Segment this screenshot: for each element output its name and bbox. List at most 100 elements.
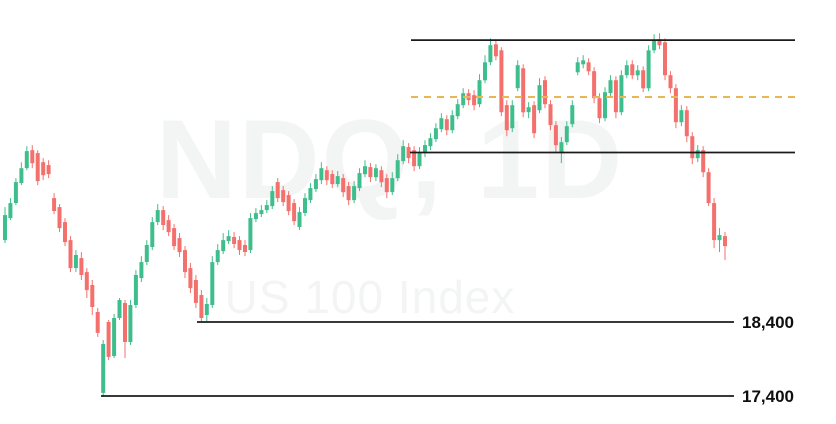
candle xyxy=(439,113,444,133)
candle xyxy=(635,65,640,81)
candle xyxy=(679,105,684,127)
candle xyxy=(346,182,351,206)
candle xyxy=(52,193,57,215)
candle xyxy=(313,174,318,193)
candle xyxy=(79,252,84,280)
candle-body xyxy=(712,203,717,241)
candle-body xyxy=(526,107,531,113)
candle xyxy=(155,204,160,226)
candle-body xyxy=(215,250,220,263)
candle xyxy=(390,172,395,196)
candle xyxy=(652,34,657,54)
candle xyxy=(450,110,455,134)
candle xyxy=(297,207,302,231)
candle xyxy=(548,100,553,131)
candle-body xyxy=(123,303,127,342)
candle xyxy=(455,99,460,120)
candle-body xyxy=(172,228,177,247)
candle xyxy=(13,178,18,206)
candle xyxy=(123,300,127,358)
candle-body xyxy=(63,222,67,243)
candle-body xyxy=(472,95,477,106)
watermark-description: US 100 Index xyxy=(224,271,516,323)
candle-body xyxy=(112,318,117,356)
candle xyxy=(712,198,717,249)
candle xyxy=(657,33,662,50)
candle-body xyxy=(166,220,171,233)
candle-body xyxy=(221,240,226,252)
candle xyxy=(395,154,400,182)
candle xyxy=(133,270,138,308)
candle-body xyxy=(461,93,466,106)
candle xyxy=(24,146,29,171)
candle xyxy=(433,123,438,143)
candle xyxy=(352,181,357,204)
candle xyxy=(423,140,427,158)
candle xyxy=(281,186,286,207)
candle xyxy=(106,320,111,360)
candle xyxy=(575,57,580,76)
candle-body xyxy=(204,304,209,315)
candle xyxy=(188,263,193,293)
candle-body xyxy=(717,235,722,241)
candle xyxy=(673,84,678,129)
candle-body xyxy=(73,255,78,268)
candle-body xyxy=(553,125,558,146)
candle xyxy=(3,207,7,243)
candle xyxy=(553,121,558,153)
candle xyxy=(613,76,618,119)
candle xyxy=(101,340,106,396)
candle-body xyxy=(559,142,564,153)
candle xyxy=(112,314,117,358)
candle xyxy=(559,137,564,164)
candle xyxy=(483,55,487,84)
candle-body xyxy=(543,80,547,105)
candle-body xyxy=(237,240,242,251)
candle-body xyxy=(248,218,253,251)
candle-body xyxy=(226,236,231,242)
candle-body xyxy=(95,312,100,333)
watermark-symbol-timeframe: NDQ, 1D xyxy=(155,97,625,222)
candle-body xyxy=(30,150,35,164)
candle xyxy=(597,93,602,124)
candle xyxy=(701,146,706,178)
candle-body xyxy=(264,205,269,211)
candle xyxy=(243,240,247,257)
candle-body xyxy=(52,198,57,211)
candle-body xyxy=(68,240,73,269)
candle xyxy=(526,102,531,119)
candle xyxy=(199,290,204,322)
candle-body xyxy=(232,237,237,244)
candle xyxy=(564,121,569,146)
price-level-label: 18,400 xyxy=(742,313,794,332)
candle xyxy=(275,178,280,203)
candle-body xyxy=(537,85,542,111)
candle xyxy=(63,218,67,247)
candle xyxy=(461,88,466,109)
candle xyxy=(570,100,575,128)
candle xyxy=(472,90,477,111)
candle xyxy=(128,300,133,345)
candle xyxy=(84,268,89,298)
candle-body xyxy=(335,176,340,185)
candle-body xyxy=(188,268,193,289)
candle xyxy=(226,230,231,245)
candle-body xyxy=(210,262,215,305)
candle xyxy=(406,143,411,164)
candle-body xyxy=(3,215,7,241)
candle xyxy=(204,298,209,321)
candle-body xyxy=(433,128,438,140)
candle xyxy=(499,47,504,117)
candle-body xyxy=(193,280,198,303)
candle xyxy=(357,168,362,192)
candle xyxy=(641,66,646,93)
candle-body xyxy=(281,190,286,203)
candle-body xyxy=(515,65,520,89)
candle-body xyxy=(570,105,575,125)
candle-body xyxy=(499,50,504,113)
candle-body xyxy=(597,98,602,119)
candle xyxy=(543,76,547,109)
candle-body xyxy=(630,64,635,76)
